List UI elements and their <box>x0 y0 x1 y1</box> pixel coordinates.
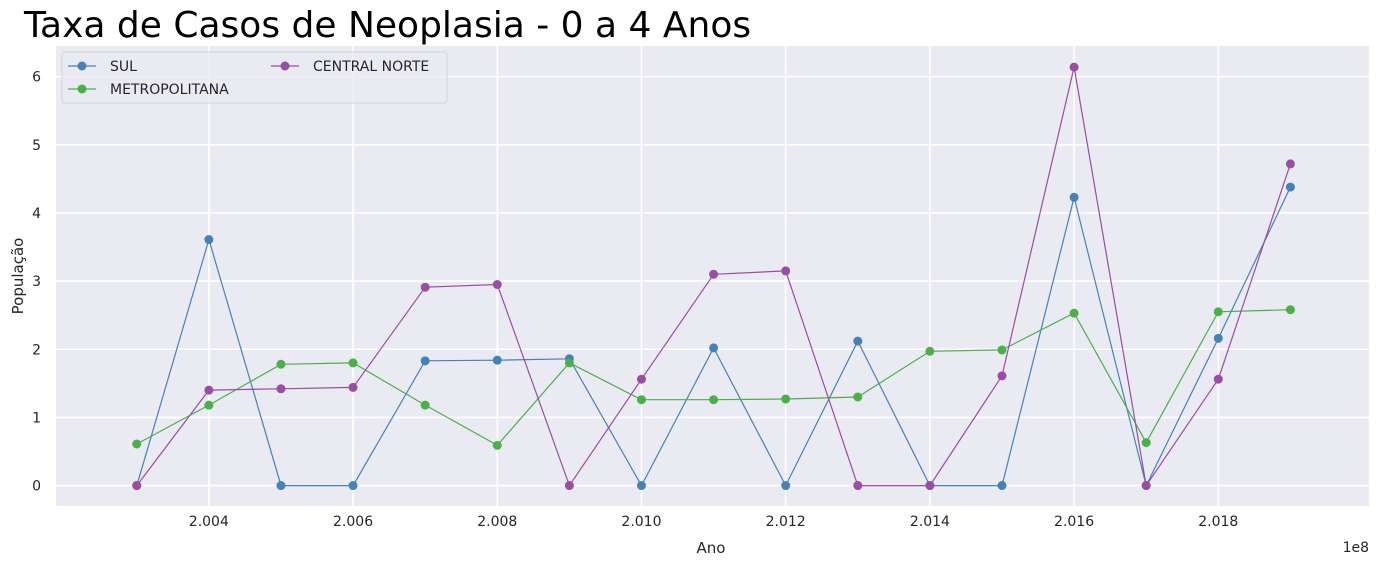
data-point-metropolitana <box>636 395 646 405</box>
data-point-metropolitana <box>853 392 863 402</box>
data-point-metropolitana <box>709 395 719 405</box>
legend-label: METROPOLITANA <box>110 82 229 98</box>
data-point-sul <box>348 481 358 491</box>
data-point-metropolitana <box>564 358 574 368</box>
data-point-sul <box>636 481 646 491</box>
data-point-metropolitana <box>204 400 214 410</box>
y-tick-label: 4 <box>32 206 41 222</box>
data-point-central-norte <box>925 481 935 491</box>
data-point-central-norte <box>781 266 791 276</box>
data-point-sul <box>997 481 1007 491</box>
x-tick-label: 2.018 <box>1198 514 1238 530</box>
data-point-central-norte <box>492 280 502 290</box>
data-point-central-norte <box>1285 159 1295 169</box>
legend-item-sul: SUL <box>68 59 137 75</box>
series-central-norte <box>132 62 1295 491</box>
data-point-sul <box>1285 182 1295 192</box>
data-point-metropolitana <box>1141 438 1151 448</box>
data-point-metropolitana <box>997 345 1007 355</box>
data-point-sul <box>781 481 791 491</box>
data-point-central-norte <box>420 282 430 292</box>
data-point-central-norte <box>997 371 1007 381</box>
legend-label: CENTRAL NORTE <box>313 59 429 75</box>
data-point-metropolitana <box>1069 308 1079 318</box>
y-tick-label: 3 <box>32 274 41 290</box>
data-point-central-norte <box>204 385 214 395</box>
data-point-metropolitana <box>348 358 358 368</box>
data-point-central-norte <box>853 481 863 491</box>
data-point-metropolitana <box>1213 307 1223 317</box>
data-point-central-norte <box>348 382 358 392</box>
data-point-central-norte <box>132 481 142 491</box>
data-point-central-norte <box>1141 481 1151 491</box>
data-point-sul <box>276 481 286 491</box>
x-axis-offset-label: 1e8 <box>1343 540 1369 556</box>
data-point-metropolitana <box>925 346 935 356</box>
legend-marker <box>77 84 87 94</box>
x-tick-label: 2.012 <box>766 514 806 530</box>
x-tick-label: 2.016 <box>1054 514 1094 530</box>
data-point-metropolitana <box>1285 305 1295 315</box>
y-tick-label: 5 <box>32 138 41 154</box>
data-point-metropolitana <box>420 400 430 410</box>
x-tick-label: 2.014 <box>910 514 950 530</box>
data-point-sul <box>853 336 863 346</box>
legend-box <box>61 51 448 104</box>
legend: SUL METROPOLITANA CENTRAL NORTE <box>61 51 448 104</box>
x-tick-label: 2.004 <box>189 514 229 530</box>
data-point-sul <box>204 235 214 245</box>
data-point-sul <box>1213 333 1223 343</box>
series-metropolitana <box>132 305 1295 450</box>
legend-item-central-norte: CENTRAL NORTE <box>271 59 429 75</box>
data-point-metropolitana <box>781 394 791 404</box>
data-point-central-norte <box>1069 62 1079 72</box>
y-tick-label: 0 <box>32 479 41 495</box>
data-point-metropolitana <box>492 440 502 450</box>
x-tick-label: 2.008 <box>477 514 517 530</box>
data-point-sul <box>420 356 430 366</box>
data-point-metropolitana <box>276 359 286 369</box>
data-point-central-norte <box>709 269 719 279</box>
x-tick-label: 2.006 <box>333 514 373 530</box>
legend-item-metropolitana: METROPOLITANA <box>68 82 229 98</box>
y-tick-label: 1 <box>32 410 41 426</box>
data-point-metropolitana <box>132 439 142 449</box>
y-axis-label: População <box>9 238 27 315</box>
x-tick-label: 2.010 <box>621 514 661 530</box>
data-point-central-norte <box>1213 374 1223 384</box>
chart-title: Taxa de Casos de Neoplasia - 0 a 4 Anos <box>23 5 751 46</box>
data-point-sul <box>1069 192 1079 202</box>
data-point-sul <box>709 343 719 353</box>
series-layer <box>132 62 1295 491</box>
data-point-central-norte <box>276 384 286 394</box>
legend-label: SUL <box>110 59 137 75</box>
data-point-central-norte <box>564 481 574 491</box>
legend-marker <box>280 61 290 71</box>
y-tick-label: 6 <box>32 70 41 86</box>
data-point-central-norte <box>636 374 646 384</box>
tick-labels: 2.004 2.006 2.008 2.010 2.012 2.014 2.016 2.018… <box>32 70 1238 530</box>
legend-marker <box>77 61 87 71</box>
y-tick-label: 2 <box>32 342 41 358</box>
data-point-sul <box>492 355 502 365</box>
x-axis-label: Ano <box>697 539 726 557</box>
